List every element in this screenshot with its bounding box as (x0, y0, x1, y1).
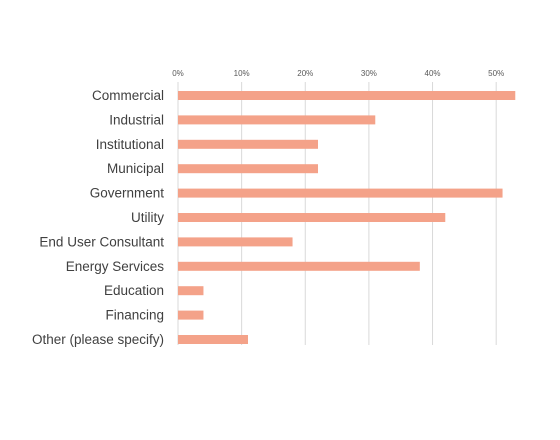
category-labels: Commercial Industrial Institutional Municip… (32, 88, 164, 347)
x-axis-ticks: 0% 10% 20% 30% 40% 50% (172, 69, 504, 78)
bar (178, 213, 446, 222)
category-label: End User Consultant (39, 234, 164, 249)
x-tick-label: 20% (297, 69, 313, 78)
category-label: Institutional (96, 137, 164, 152)
category-label: Energy Services (66, 259, 165, 274)
bar (178, 164, 318, 174)
bar (178, 139, 318, 149)
category-label: Government (90, 186, 165, 201)
x-tick-label: 30% (361, 69, 377, 78)
category-label: Education (104, 283, 164, 298)
category-label: Financing (105, 308, 164, 323)
category-label: Commercial (92, 88, 164, 103)
bar (178, 115, 376, 125)
bars (178, 91, 516, 344)
category-label: Industrial (109, 112, 164, 127)
bar (178, 91, 516, 100)
x-tick-label: 10% (234, 69, 250, 78)
category-label: Utility (131, 210, 164, 225)
bar (178, 188, 503, 198)
bar (178, 286, 204, 296)
x-tick-label: 50% (488, 69, 504, 78)
category-label: Municipal (107, 161, 164, 176)
x-tick-label: 0% (172, 69, 184, 78)
bar (178, 261, 420, 271)
category-label: Other (please specify) (32, 332, 164, 347)
bar (178, 310, 204, 320)
bar (178, 335, 248, 344)
x-tick-label: 40% (425, 69, 441, 78)
bar (178, 237, 293, 247)
